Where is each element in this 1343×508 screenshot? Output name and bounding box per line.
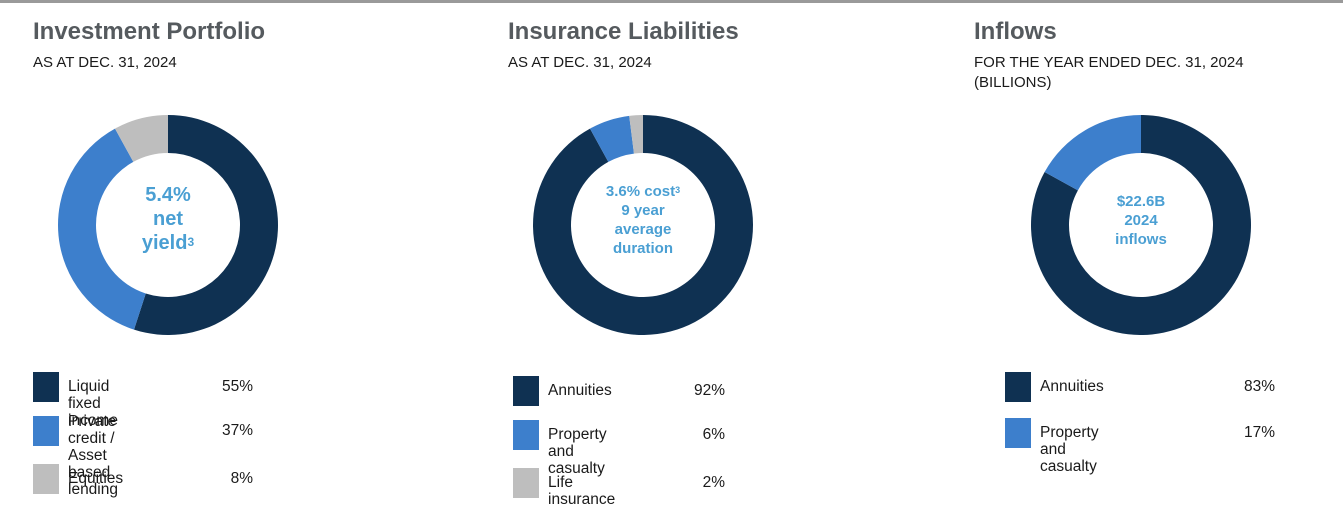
legend-value: 17% <box>1243 424 1275 441</box>
legend-swatch <box>1005 372 1031 402</box>
donut-slice <box>629 115 643 154</box>
center-line-text: 3.6% cost <box>605 183 676 200</box>
center-line: $22.6B <box>1116 193 1166 210</box>
legend-swatch <box>513 468 539 498</box>
donut-slice <box>590 115 634 162</box>
center-line: 9 year <box>621 202 665 219</box>
legend-value: 8% <box>230 470 253 487</box>
chart-legend: Liquid fixed income 55% Private credit / A… <box>33 372 333 498</box>
chart-subtitle: AS AT DEC. 31, 2024 <box>508 54 652 71</box>
chart-legend: Annuities 92% Property and casualty 6% Life … <box>513 376 813 508</box>
legend-swatch <box>513 376 539 406</box>
donut-slice <box>58 128 146 330</box>
donut-slice <box>533 115 753 335</box>
center-line-text: yield <box>141 232 188 254</box>
donut-slice <box>134 115 279 335</box>
donut-slice <box>1031 115 1251 335</box>
center-line: inflows <box>1115 231 1167 248</box>
investment-portfolio-panel: Investment Portfolio AS AT DEC. 31, 2024… <box>0 0 440 498</box>
insurance-liabilities-panel: Insurance Liabilities AS AT DEC. 31, 202… <box>480 0 900 508</box>
legend-label: Annuities <box>548 382 612 399</box>
legend-label: Equities <box>68 470 124 487</box>
legend-swatch <box>1005 418 1031 448</box>
chart-title: Investment Portfolio <box>33 18 266 45</box>
center-line: 5.4% <box>145 184 191 206</box>
chart-title: Insurance Liabilities <box>508 18 739 45</box>
footnote-marker: 3 <box>675 185 681 196</box>
legend-label: Property and casualty <box>1040 424 1099 475</box>
legend-label: Annuities <box>1040 378 1104 395</box>
legend-value: 83% <box>1243 378 1275 395</box>
legend-swatch <box>33 416 59 446</box>
legend-value: 37% <box>221 422 253 439</box>
legend-value: 92% <box>693 382 725 399</box>
donut-slice <box>1044 115 1141 191</box>
center-line: average <box>614 221 672 238</box>
center-line: 2024 <box>1124 212 1158 229</box>
center-line: duration <box>613 240 673 257</box>
donut-chart <box>1031 115 1251 335</box>
donut-center-label: 3.6% cost3 9 year average duration <box>573 182 713 258</box>
donut-chart <box>533 115 753 335</box>
inflows-panel: Inflows FOR THE YEAR ENDED DEC. 31, 2024… <box>960 0 1343 494</box>
legend-swatch <box>33 372 59 402</box>
center-line: 3.6% cost3 <box>573 182 713 201</box>
donut-slice <box>115 115 168 162</box>
legend-label: Liquid fixed income <box>68 378 118 429</box>
chart-legend: Annuities 83% Property and casualty 17% <box>1005 372 1325 482</box>
chart-title: Inflows <box>974 18 1057 45</box>
donut-chart <box>58 115 279 335</box>
legend-value: 2% <box>702 474 725 491</box>
legend-value: 55% <box>221 378 253 395</box>
legend-swatch <box>33 464 59 494</box>
top-divider-line <box>0 0 1343 3</box>
center-line: yield3 <box>98 231 238 255</box>
center-line: net <box>153 208 183 230</box>
legend-swatch <box>513 420 539 450</box>
legend-label: Property and casualty <box>548 426 607 477</box>
donut-center-label: $22.6B 2024 inflows <box>1071 192 1211 249</box>
donut-center-label: 5.4% net yield3 <box>98 183 238 255</box>
footnote-marker: 3 <box>187 234 195 249</box>
legend-label: Life insurance <box>548 474 616 508</box>
chart-subtitle: AS AT DEC. 31, 2024 <box>33 54 177 71</box>
chart-subtitle: FOR THE YEAR ENDED DEC. 31, 2024 (BILLIO… <box>974 54 1244 91</box>
legend-value: 6% <box>702 426 725 443</box>
